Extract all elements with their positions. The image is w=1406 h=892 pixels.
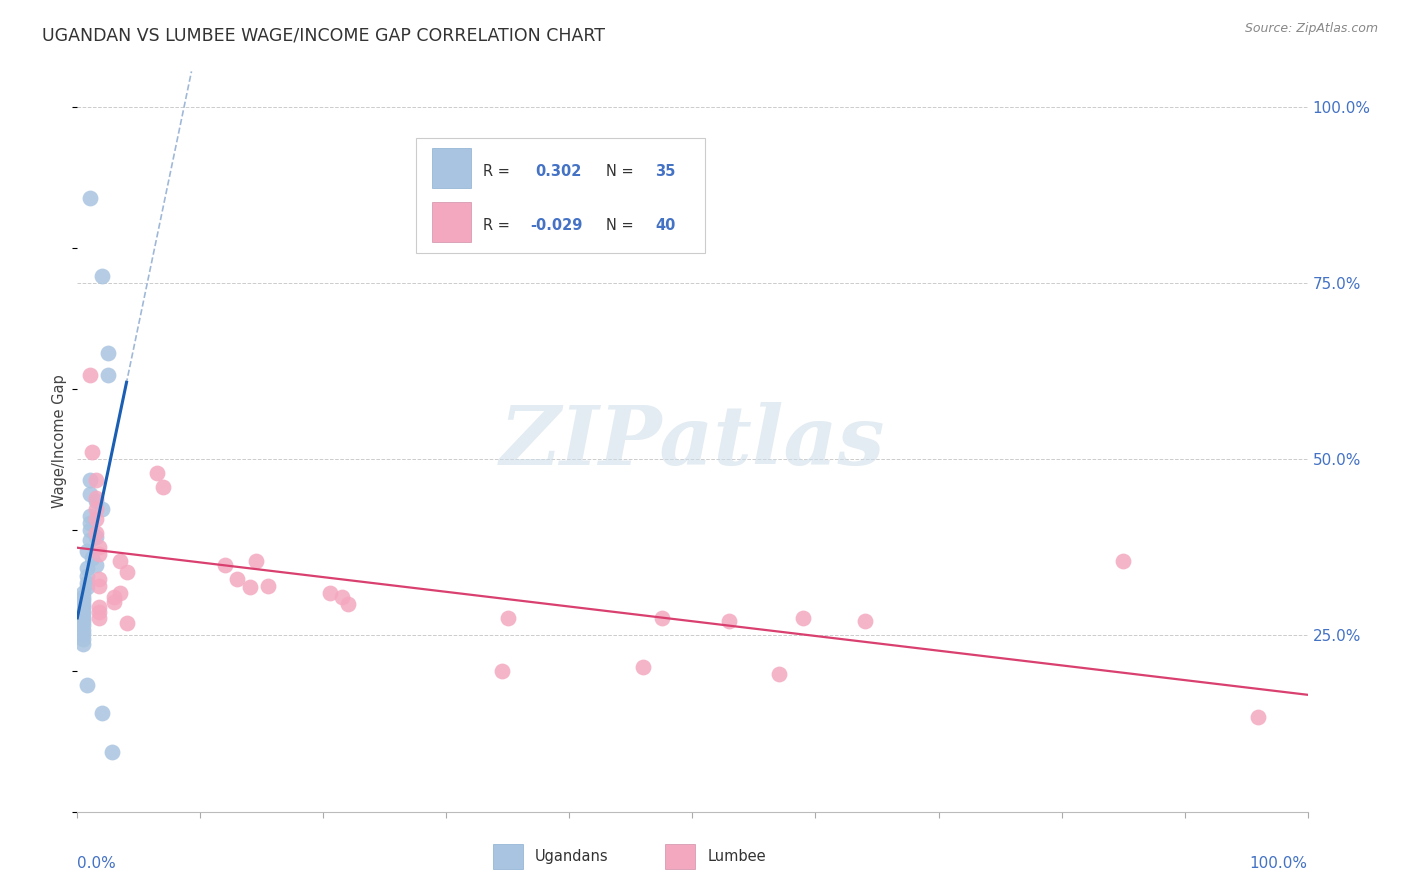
Point — [79, 508, 101, 523]
Point — [72, 604, 94, 618]
FancyBboxPatch shape — [665, 844, 695, 869]
Text: 0.0%: 0.0% — [77, 856, 117, 871]
Point — [82, 445, 104, 459]
Text: UGANDAN VS LUMBEE WAGE/INCOME GAP CORRELATION CHART: UGANDAN VS LUMBEE WAGE/INCOME GAP CORREL… — [42, 27, 605, 45]
Point — [79, 473, 101, 487]
Point — [84, 494, 107, 508]
Point — [214, 558, 236, 572]
Point — [103, 594, 125, 608]
Point — [651, 611, 673, 625]
FancyBboxPatch shape — [416, 138, 704, 252]
Point — [330, 590, 353, 604]
Point — [491, 664, 513, 678]
Point — [110, 586, 132, 600]
Point — [84, 558, 107, 572]
Text: R =: R = — [484, 218, 515, 233]
Point — [79, 191, 101, 205]
Text: N =: N = — [606, 218, 638, 233]
Point — [115, 565, 138, 579]
Point — [79, 523, 101, 537]
Text: 35: 35 — [655, 164, 676, 179]
Point — [79, 533, 101, 548]
Y-axis label: Wage/Income Gap: Wage/Income Gap — [52, 375, 67, 508]
Point — [84, 526, 107, 541]
Point — [103, 590, 125, 604]
Point — [496, 611, 519, 625]
FancyBboxPatch shape — [432, 202, 471, 242]
Point — [72, 590, 94, 604]
FancyBboxPatch shape — [432, 148, 471, 188]
Text: Source: ZipAtlas.com: Source: ZipAtlas.com — [1244, 22, 1378, 36]
FancyBboxPatch shape — [494, 844, 523, 869]
Point — [768, 667, 790, 681]
Point — [72, 593, 94, 607]
Point — [72, 637, 94, 651]
Point — [72, 611, 94, 625]
Point — [84, 491, 107, 505]
Point — [1247, 709, 1270, 723]
Point — [76, 581, 98, 595]
Point — [76, 544, 98, 558]
Point — [89, 541, 111, 555]
Point — [72, 586, 94, 600]
Point — [90, 501, 114, 516]
Point — [146, 467, 169, 481]
Point — [97, 346, 120, 360]
Text: 40: 40 — [655, 218, 676, 233]
Point — [76, 561, 98, 575]
Point — [245, 554, 267, 568]
Point — [72, 607, 94, 622]
Point — [79, 368, 101, 382]
Point — [792, 611, 814, 625]
Text: 0.302: 0.302 — [536, 164, 581, 179]
Point — [84, 512, 107, 526]
Text: -0.029: -0.029 — [530, 218, 582, 233]
Point — [152, 480, 174, 494]
Point — [90, 268, 114, 283]
Point — [72, 627, 94, 641]
Point — [337, 597, 360, 611]
Point — [72, 618, 94, 632]
Point — [89, 605, 111, 619]
Point — [115, 615, 138, 630]
Point — [89, 547, 111, 561]
Point — [239, 581, 262, 595]
Point — [718, 615, 741, 629]
Point — [89, 611, 111, 625]
Point — [226, 572, 249, 586]
Point — [76, 568, 98, 582]
Point — [1112, 554, 1135, 568]
Point — [72, 597, 94, 611]
Point — [72, 632, 94, 646]
Point — [79, 487, 101, 501]
Point — [853, 615, 876, 629]
Point — [97, 368, 120, 382]
Point — [257, 579, 280, 593]
Point — [89, 572, 111, 586]
Point — [76, 575, 98, 590]
Point — [101, 745, 124, 759]
Text: R =: R = — [484, 164, 519, 179]
Text: Lumbee: Lumbee — [707, 848, 766, 863]
Point — [82, 550, 104, 565]
Point — [318, 586, 340, 600]
Point — [89, 600, 111, 615]
Text: 100.0%: 100.0% — [1250, 856, 1308, 871]
Point — [84, 501, 107, 516]
Text: Ugandans: Ugandans — [536, 848, 609, 863]
Point — [633, 660, 655, 674]
Point — [76, 678, 98, 692]
Point — [90, 706, 114, 720]
Point — [72, 600, 94, 615]
Point — [84, 473, 107, 487]
Point — [89, 579, 111, 593]
Text: N =: N = — [606, 164, 638, 179]
Text: ZIPatlas: ZIPatlas — [499, 401, 886, 482]
Point — [72, 615, 94, 629]
Point — [84, 530, 107, 544]
Point — [72, 623, 94, 637]
Point — [110, 554, 132, 568]
Point — [79, 516, 101, 530]
